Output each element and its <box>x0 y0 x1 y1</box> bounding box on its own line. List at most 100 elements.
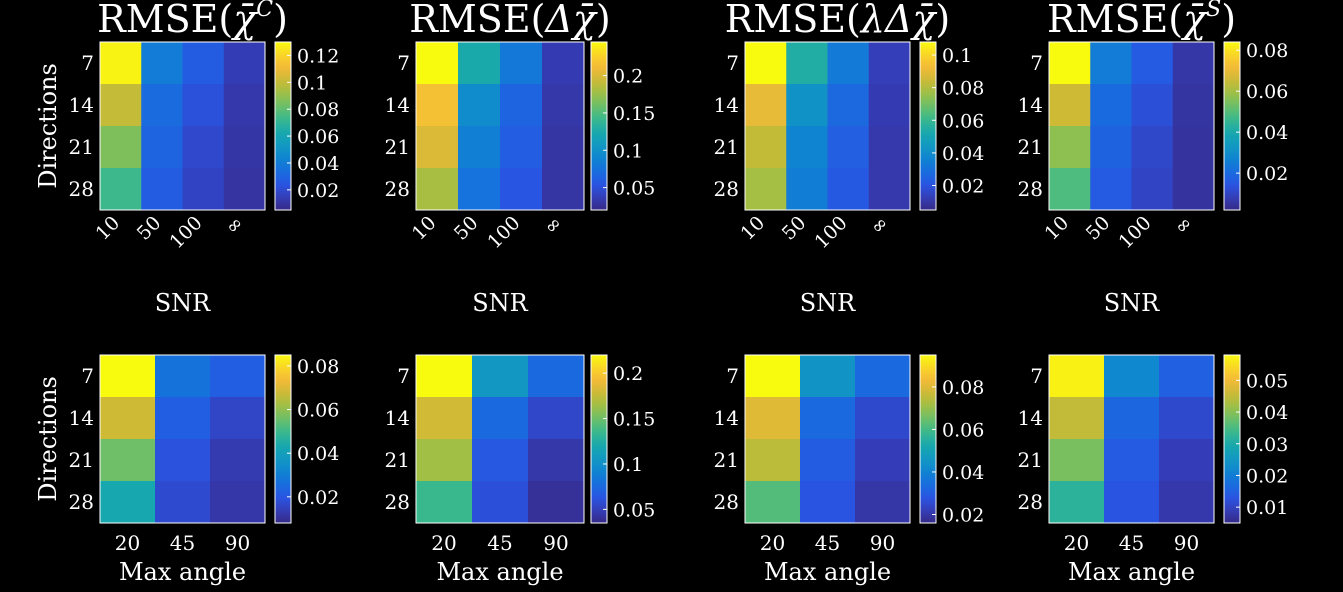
panel-title: RMSE(χ̄C) <box>97 0 288 41</box>
heatmap-cell <box>1090 168 1132 211</box>
y-axis-label: Directions <box>34 63 62 189</box>
y-tick-label: 14 <box>69 406 94 430</box>
heatmap-cell <box>800 355 856 398</box>
colorbar <box>919 41 937 211</box>
x-tick-label: 90 <box>870 531 895 555</box>
title-prefix: RMSE( <box>97 0 233 41</box>
colorbar-tick-label: 0.08 <box>297 356 339 378</box>
colorbar-tick-label: 0.01 <box>1246 497 1288 519</box>
heatmap-cell <box>500 42 543 85</box>
heatmap-cell <box>500 84 543 127</box>
heatmap-cell <box>1159 355 1215 398</box>
x-axis-label: Max angle <box>1068 558 1195 586</box>
heatmap-frame <box>744 354 911 524</box>
y-tick-label: 14 <box>714 93 739 117</box>
heatmap-cell <box>868 126 911 169</box>
heatmap-cell <box>1049 481 1105 524</box>
y-axis-label: Directions <box>34 376 62 502</box>
heatmap-cell <box>827 168 870 211</box>
heatmap-cell <box>1104 397 1160 440</box>
y-tick-label: 21 <box>714 135 739 159</box>
heatmap-cell <box>745 481 801 524</box>
panel-title: RMSE(Δχ̄) <box>409 0 610 41</box>
heatmap-cell <box>542 126 585 169</box>
y-tick-label: 14 <box>1018 406 1043 430</box>
heatmap-cell <box>745 439 801 482</box>
heatmap-cell <box>1049 126 1091 169</box>
y-tick-label: 28 <box>385 490 410 514</box>
heatmap-cell <box>1104 481 1160 524</box>
y-tick-label: 14 <box>714 406 739 430</box>
heatmap-cell <box>528 397 585 440</box>
colorbar-tick-label: 0.08 <box>942 78 984 100</box>
y-tick-label: 7 <box>726 51 739 75</box>
heatmap-cell <box>1049 439 1105 482</box>
y-tick-label: 28 <box>714 177 739 201</box>
heatmap-frame <box>1048 354 1215 524</box>
heatmap-cell <box>1172 126 1215 169</box>
heatmap-cell <box>416 481 473 524</box>
heatmap-cell <box>472 481 529 524</box>
heatmap-cell <box>745 42 787 85</box>
heatmap-cell <box>827 126 870 169</box>
colorbar-tick-label: 0.1 <box>613 454 643 476</box>
panel-title: RMSE(λΔχ̄) <box>725 0 951 41</box>
heatmap-cell <box>868 168 911 211</box>
y-tick-label: 7 <box>397 51 410 75</box>
colorbar-tick-label: 0.04 <box>1246 122 1288 144</box>
heatmap-cell <box>458 42 501 85</box>
y-tick-label: 28 <box>1018 177 1043 201</box>
colorbar-tick-label: 0.02 <box>297 487 339 509</box>
title-suffix: ) <box>273 0 288 41</box>
heatmap-cell <box>786 126 828 169</box>
colorbar-tick-label: 0.06 <box>942 110 984 132</box>
title-suffix: ) <box>596 0 611 41</box>
y-tick-label: 7 <box>1030 364 1043 388</box>
colorbar-tick-label: 0.15 <box>613 103 655 125</box>
title-prefix: RMSE( <box>1047 0 1183 41</box>
y-tick-label: 21 <box>385 448 410 472</box>
heatmap-cell <box>141 42 183 85</box>
heatmap-cell <box>100 355 156 398</box>
x-axis-label: SNR <box>1104 289 1160 317</box>
heatmap-cell <box>800 439 856 482</box>
heatmap-cell <box>416 168 459 211</box>
y-tick-label: 28 <box>1018 490 1043 514</box>
colorbar-tick-label: 0.08 <box>297 99 339 121</box>
y-tick-label: 21 <box>69 135 94 159</box>
x-axis-label: SNR <box>800 289 856 317</box>
heatmap-cell <box>458 84 501 127</box>
heatmap-cell <box>210 397 266 440</box>
heatmap-cell <box>1131 168 1174 211</box>
heatmap-cell <box>100 126 142 169</box>
x-tick-label: 20 <box>115 531 140 555</box>
heatmap-cell <box>472 355 529 398</box>
y-tick-label: 28 <box>69 490 94 514</box>
y-tick-label: 14 <box>1018 93 1043 117</box>
colorbar-tick-label: 0.1 <box>942 45 972 67</box>
heatmap-frame <box>744 41 911 211</box>
colorbar-tick-label: 0.04 <box>1246 402 1288 424</box>
colorbar-tick-label: 0.08 <box>942 377 984 399</box>
heatmap-cell <box>416 397 473 440</box>
title-suffix: ) <box>935 0 950 41</box>
heatmap-cell <box>800 481 856 524</box>
heatmap-cell <box>1049 168 1091 211</box>
colorbar-tick-label: 0.05 <box>613 178 655 200</box>
heatmap-cell <box>827 42 870 85</box>
heatmap-cell <box>745 397 801 440</box>
colorbar-tick-label: 0.06 <box>942 419 984 441</box>
y-tick-label: 21 <box>69 448 94 472</box>
heatmap-cell <box>100 397 156 440</box>
heatmap-cell <box>1131 84 1174 127</box>
heatmap-cell <box>1131 126 1174 169</box>
heatmap-cell <box>100 168 142 211</box>
x-axis-label: Max angle <box>436 558 563 586</box>
colorbar-tick-label: 0.04 <box>297 153 339 175</box>
colorbar-tick-label: 0.05 <box>1246 370 1288 392</box>
heatmap-cell <box>827 84 870 127</box>
heatmap-frame <box>415 354 585 524</box>
heatmap-cell <box>542 84 585 127</box>
x-tick-label: 90 <box>1174 531 1199 555</box>
